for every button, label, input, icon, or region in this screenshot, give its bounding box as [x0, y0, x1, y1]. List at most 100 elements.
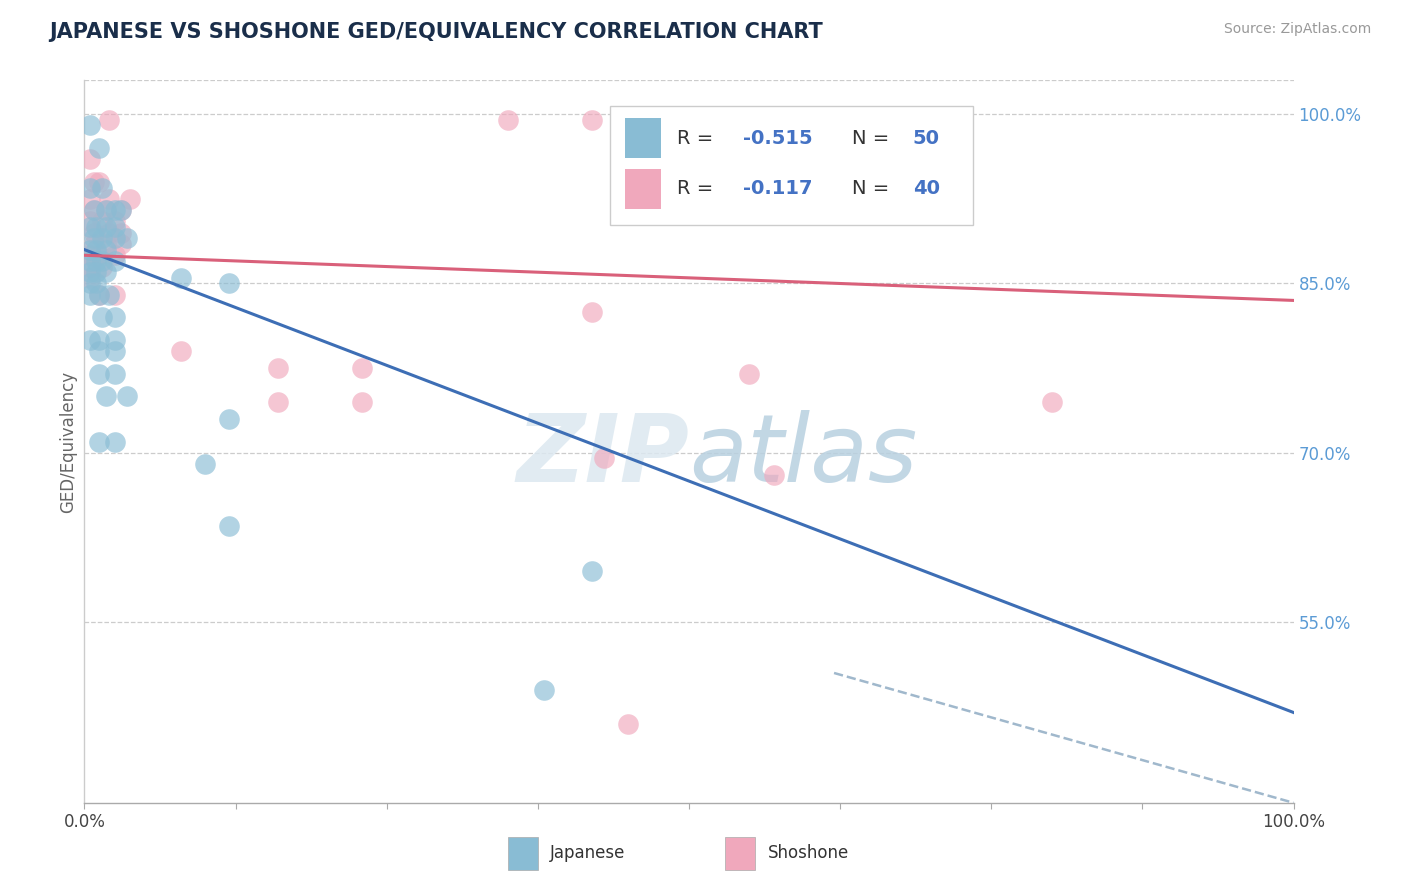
Point — [79, 277, 101, 291]
Text: -0.515: -0.515 — [744, 128, 813, 147]
Point — [87, 287, 110, 301]
Point — [79, 220, 101, 235]
FancyBboxPatch shape — [624, 169, 661, 209]
Point — [104, 333, 127, 347]
FancyBboxPatch shape — [624, 119, 661, 158]
Point — [104, 287, 127, 301]
Point — [87, 344, 110, 359]
Point — [104, 367, 127, 381]
Point — [533, 682, 555, 697]
Point — [87, 333, 110, 347]
Point — [104, 434, 127, 449]
Point — [97, 226, 120, 240]
Point — [86, 277, 108, 291]
Point — [120, 192, 142, 206]
Point — [79, 214, 101, 228]
Point — [83, 203, 105, 218]
Point — [104, 203, 127, 218]
Point — [79, 192, 101, 206]
Point — [617, 716, 640, 731]
Point — [762, 468, 785, 483]
Point — [87, 175, 110, 189]
Point — [218, 519, 240, 533]
Point — [581, 565, 603, 579]
Text: -0.117: -0.117 — [744, 179, 813, 198]
Point — [94, 203, 117, 218]
Point — [581, 304, 603, 318]
FancyBboxPatch shape — [725, 837, 755, 870]
Point — [83, 226, 105, 240]
Text: Japanese: Japanese — [550, 845, 626, 863]
Point — [79, 287, 101, 301]
Point — [267, 395, 290, 409]
Point — [94, 265, 117, 279]
Point — [79, 333, 101, 347]
Point — [94, 243, 117, 257]
Point — [91, 260, 114, 274]
Text: N =: N = — [852, 179, 896, 198]
Text: 50: 50 — [912, 128, 939, 147]
Point — [91, 231, 114, 245]
Text: N =: N = — [852, 128, 896, 147]
Point — [115, 389, 138, 403]
Point — [91, 253, 114, 268]
Point — [87, 434, 110, 449]
Point — [104, 214, 127, 228]
Point — [94, 237, 117, 252]
Point — [110, 203, 132, 218]
Point — [170, 344, 193, 359]
Point — [86, 265, 108, 279]
Point — [83, 237, 105, 252]
Point — [104, 220, 127, 235]
Text: R =: R = — [676, 179, 720, 198]
Point — [94, 389, 117, 403]
Point — [79, 265, 101, 279]
Text: 40: 40 — [912, 179, 939, 198]
Text: R =: R = — [676, 128, 720, 147]
Point — [83, 231, 105, 245]
Text: JAPANESE VS SHOSHONE GED/EQUIVALENCY CORRELATION CHART: JAPANESE VS SHOSHONE GED/EQUIVALENCY COR… — [49, 22, 823, 42]
Point — [79, 243, 101, 257]
Point — [267, 361, 290, 376]
Point — [79, 253, 101, 268]
Point — [104, 231, 127, 245]
Point — [218, 412, 240, 426]
Point — [86, 243, 108, 257]
Point — [1040, 395, 1063, 409]
Point — [79, 270, 101, 285]
Point — [110, 203, 132, 218]
Point — [352, 395, 374, 409]
Point — [104, 310, 127, 325]
Point — [87, 141, 110, 155]
Point — [79, 180, 101, 194]
Point — [94, 220, 117, 235]
Point — [79, 119, 101, 133]
Point — [104, 344, 127, 359]
Point — [86, 220, 108, 235]
Point — [87, 287, 110, 301]
Y-axis label: GED/Equivalency: GED/Equivalency — [59, 370, 77, 513]
Point — [91, 310, 114, 325]
Point — [87, 248, 110, 262]
Point — [110, 226, 132, 240]
Point — [593, 451, 616, 466]
Point — [97, 287, 120, 301]
Text: ZIP: ZIP — [516, 410, 689, 502]
Text: Shoshone: Shoshone — [768, 845, 849, 863]
Point — [104, 248, 127, 262]
Point — [496, 112, 519, 127]
Point — [87, 367, 110, 381]
Point — [94, 203, 117, 218]
Point — [97, 192, 120, 206]
Point — [104, 253, 127, 268]
Point — [79, 260, 101, 274]
Point — [91, 180, 114, 194]
Point — [194, 457, 217, 471]
Point — [83, 175, 105, 189]
Point — [91, 214, 114, 228]
Point — [97, 112, 120, 127]
FancyBboxPatch shape — [508, 837, 538, 870]
Point — [79, 153, 101, 167]
Point — [581, 112, 603, 127]
Point — [352, 361, 374, 376]
